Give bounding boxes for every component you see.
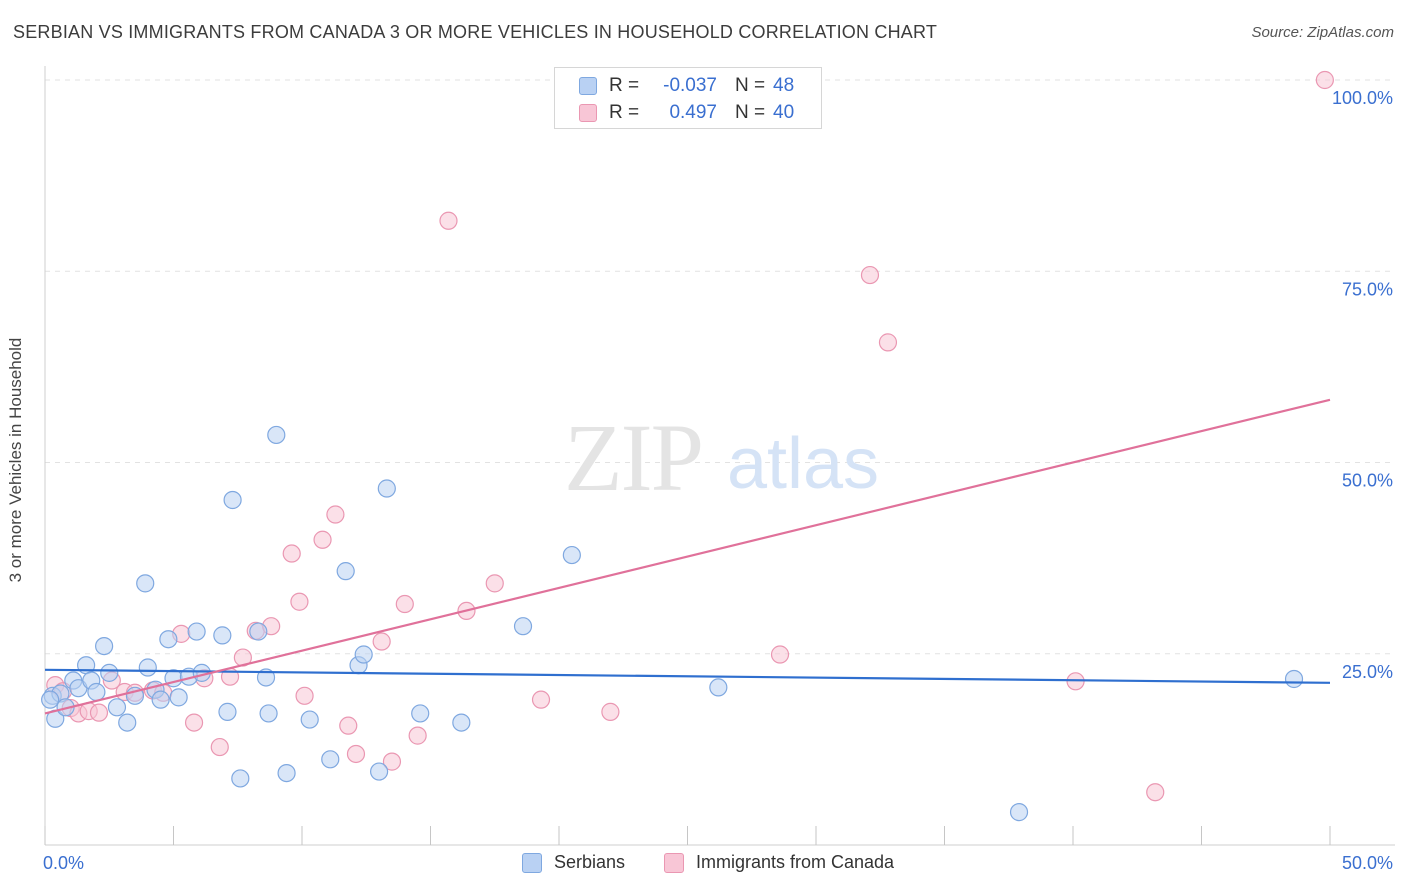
serbians-point <box>377 479 396 498</box>
x-tick-label: 50.0% <box>1342 853 1393 873</box>
x-tick-label: 0.0% <box>43 853 84 873</box>
serbians-point <box>118 713 137 732</box>
serbians-point <box>256 668 276 687</box>
series-swatch-serbians <box>522 852 542 873</box>
canada-point <box>408 726 427 745</box>
canada-point <box>372 632 391 651</box>
serbians-point <box>709 678 728 697</box>
serbians-point <box>267 425 286 445</box>
legend-r-label: R = <box>609 75 640 96</box>
serbians-point <box>169 688 188 707</box>
canada-point <box>210 737 229 757</box>
canada-point <box>339 716 358 735</box>
serbians-point <box>249 622 268 641</box>
serbians-point <box>138 658 157 677</box>
canada-point <box>878 333 898 352</box>
legend-row-serbians: R = -0.037 N = 48 <box>579 74 794 98</box>
series-legend: Serbians Immigrants from Canada <box>0 852 1406 876</box>
serbians-point <box>223 490 242 510</box>
canada-point <box>290 592 309 611</box>
serbians-point <box>300 710 319 729</box>
legend-r-value: 0.497 <box>669 102 717 123</box>
y-tick-label: 75.0% <box>1342 279 1393 299</box>
serbians-point <box>41 690 60 709</box>
canada-point <box>395 594 414 614</box>
legend-r-label: R = <box>609 102 640 123</box>
canada-point <box>485 574 504 593</box>
canada-point <box>1146 783 1165 802</box>
serbians-point <box>411 704 430 723</box>
serbians-point <box>336 562 355 581</box>
legend-row-canada: R = 0.497 N = 40 <box>579 101 794 125</box>
serbians-point <box>87 682 106 702</box>
canada-trend-line <box>44 398 1331 715</box>
watermark-atlas: atlas <box>727 424 879 504</box>
serbians-point <box>277 763 296 783</box>
y-tick-label: 25.0% <box>1342 662 1393 682</box>
canada-point <box>439 211 458 230</box>
y-tick-label: 50.0% <box>1342 471 1393 491</box>
canada-point <box>531 690 551 709</box>
watermark: ZIP atlas <box>564 404 879 511</box>
series-legend-label: Immigrants from Canada <box>696 852 895 872</box>
series-legend-canada: Immigrants from Canada <box>664 852 894 873</box>
chart-title: SERBIAN VS IMMIGRANTS FROM CANADA 3 OR M… <box>13 22 938 42</box>
source-credit: Source: ZipAtlas.com <box>1251 24 1394 41</box>
serbians-point <box>218 702 237 721</box>
canada-point <box>770 645 790 664</box>
series-legend-serbians: Serbians <box>522 852 625 873</box>
serbians-point <box>354 645 373 664</box>
canada-point <box>282 544 301 563</box>
canada-point <box>860 265 880 285</box>
legend-swatch-canada <box>579 104 597 122</box>
tick-labels: 25.0% 50.0% 75.0% 100.0% 0.0% 50.0% <box>43 88 1393 873</box>
series-swatch-canada <box>664 852 684 873</box>
serbians-point <box>562 545 581 565</box>
serbians-point <box>100 663 119 682</box>
serbians-point <box>1009 803 1029 822</box>
series-legend-label: Serbians <box>554 852 626 872</box>
legend-n-label: N = <box>735 102 766 123</box>
canada-point <box>89 703 109 722</box>
canada-point <box>184 713 204 732</box>
canada-point <box>295 686 314 705</box>
data-points <box>41 70 1334 822</box>
legend-r-value: -0.037 <box>663 75 717 96</box>
grid-lines <box>45 79 1395 655</box>
serbians-point <box>259 704 278 723</box>
serbians-point <box>321 750 340 769</box>
canada-point <box>1315 70 1334 90</box>
watermark-zip: ZIP <box>564 404 702 511</box>
serbians-point <box>370 762 389 781</box>
trend-lines <box>44 398 1331 715</box>
axes <box>44 66 1395 846</box>
canada-point <box>326 505 345 524</box>
serbians-point <box>452 713 471 732</box>
serbians-point <box>151 690 170 709</box>
legend-n-value: 48 <box>773 75 795 96</box>
serbians-trend-line <box>44 668 1331 684</box>
serbians-point <box>95 636 114 656</box>
correlation-legend: R = -0.037 N = 48 R = 0.497 N = 40 <box>554 67 822 129</box>
serbians-point <box>136 574 155 593</box>
serbians-point <box>159 630 178 649</box>
canada-point <box>382 752 402 771</box>
y-tick-label: 100.0% <box>1332 88 1393 108</box>
serbians-point <box>513 617 533 636</box>
legend-n-label: N = <box>735 75 766 96</box>
serbians-point <box>231 769 250 788</box>
serbians-point <box>213 626 232 645</box>
canada-point <box>346 744 366 764</box>
canada-point <box>313 530 332 549</box>
legend-n-value: 40 <box>773 102 795 123</box>
serbians-point <box>1284 669 1304 689</box>
canada-point <box>601 702 620 721</box>
serbians-point <box>187 622 206 641</box>
serbians-point <box>107 698 127 717</box>
legend-swatch-serbians <box>579 77 597 95</box>
